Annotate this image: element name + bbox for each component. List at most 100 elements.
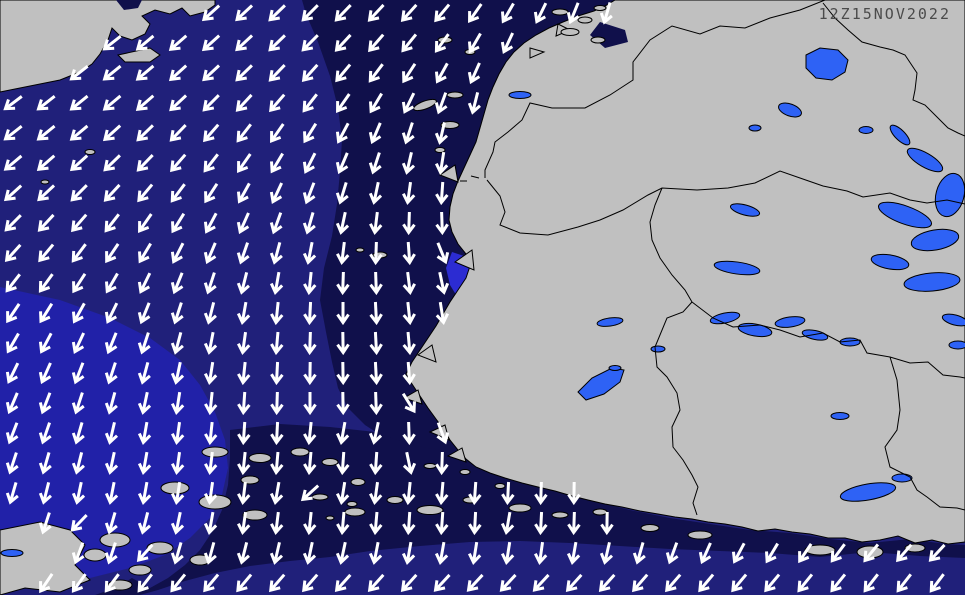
- wind-arrow: [38, 362, 52, 385]
- wind-arrow: [202, 64, 221, 82]
- wind-arrow: [368, 421, 383, 445]
- wind-arrow: [334, 573, 352, 593]
- wind-arrow: [102, 64, 122, 81]
- wind-arrow: [368, 152, 382, 175]
- wind-arrow: [336, 331, 350, 356]
- wind-arrow: [335, 481, 350, 505]
- wind-arrow: [204, 421, 218, 446]
- wind-arrow: [170, 302, 184, 325]
- wind-arrow: [368, 541, 383, 565]
- wind-arrow: [434, 151, 449, 175]
- wind-arrow: [137, 361, 151, 385]
- wind-arrow: [269, 481, 284, 505]
- wind-arrow: [69, 154, 89, 172]
- wind-arrow: [71, 542, 85, 565]
- wind-arrow: [36, 124, 56, 141]
- wind-arrow: [301, 63, 319, 83]
- wind-arrow: [335, 122, 350, 144]
- wind-arrow: [203, 573, 220, 593]
- wind-arrow: [335, 421, 350, 445]
- wind-arrow: [368, 181, 383, 205]
- wind-arrow: [236, 242, 250, 265]
- wind-arrow: [72, 272, 87, 294]
- wind-arrow: [499, 573, 517, 592]
- wind-arrow: [39, 573, 54, 594]
- wind-arrow: [171, 421, 185, 446]
- wind-arrow: [6, 303, 21, 324]
- wind-arrow: [270, 152, 284, 174]
- wind-arrow: [402, 481, 416, 506]
- wind-arrow: [302, 212, 316, 235]
- wind-arrow: [38, 392, 52, 415]
- wind-arrow: [168, 64, 188, 82]
- wind-arrow: [71, 422, 85, 445]
- wind-arrow: [303, 511, 317, 536]
- wind-arrow: [369, 92, 383, 114]
- land-layer: [0, 0, 965, 545]
- wind-arrow: [270, 451, 284, 476]
- wind-arrow: [203, 272, 217, 295]
- borders-layer: [460, 0, 965, 516]
- wind-arrow: [599, 2, 613, 25]
- wind-arrow: [301, 34, 319, 52]
- wind-arrow: [203, 511, 218, 535]
- wind-arrow: [402, 62, 417, 84]
- wind-arrow: [137, 272, 152, 294]
- wind-arrow: [532, 573, 550, 592]
- wind-arrow: [269, 182, 284, 205]
- wind-arrow: [468, 511, 482, 536]
- wind-arrow: [599, 541, 614, 565]
- wind-arrow: [237, 153, 252, 173]
- wind-arrow: [270, 421, 284, 446]
- wind-arrow: [665, 542, 679, 565]
- wind-arrow: [204, 182, 219, 204]
- wind-arrow: [170, 183, 186, 203]
- wind-arrow: [37, 184, 56, 202]
- wind-arrow: [369, 511, 383, 536]
- wind-arrow: [500, 511, 515, 535]
- wind-arrow: [5, 362, 20, 384]
- wind-arrow: [334, 33, 352, 52]
- wind-arrow: [334, 4, 352, 22]
- wind-arrow: [103, 183, 121, 202]
- wind-arrow: [5, 392, 19, 415]
- wind-arrow: [3, 125, 23, 141]
- wind-arrow: [169, 124, 187, 142]
- wind-arrow: [138, 213, 153, 233]
- wind-arrow: [270, 331, 284, 356]
- wind-arrow: [168, 34, 188, 51]
- wind-arrow: [335, 152, 349, 175]
- wind-arrow: [170, 331, 184, 355]
- wind-arrow: [369, 241, 383, 266]
- wind-arrow: [336, 93, 351, 113]
- wind-arrow: [170, 272, 184, 295]
- wind-arrow: [4, 243, 22, 263]
- wind-arrow: [269, 93, 286, 113]
- wind-arrow: [369, 331, 383, 356]
- wind-arrow: [434, 121, 449, 145]
- wind-arrow: [237, 391, 251, 416]
- wind-arrow: [566, 541, 581, 565]
- wind-arrow: [235, 34, 254, 52]
- arrow-field-layer: [3, 2, 946, 594]
- wind-arrow: [501, 481, 515, 506]
- wind-arrow: [137, 421, 152, 445]
- wind-arrow: [103, 154, 121, 172]
- wind-arrow: [202, 94, 220, 112]
- wind-arrow: [400, 3, 418, 23]
- wind-arrow: [435, 301, 450, 325]
- wind-arrow: [402, 331, 416, 356]
- wind-arrow: [301, 4, 319, 22]
- wind-arrow: [4, 214, 22, 232]
- wind-arrow: [71, 302, 86, 324]
- wind-arrow: [38, 422, 52, 445]
- wind-arrow: [566, 2, 580, 25]
- wind-arrow: [598, 573, 616, 593]
- wind-arrow: [38, 452, 52, 475]
- wind-arrow: [369, 481, 383, 506]
- wind-arrow: [302, 152, 317, 174]
- wind-arrow: [135, 64, 155, 81]
- wind-arrow: [765, 542, 779, 564]
